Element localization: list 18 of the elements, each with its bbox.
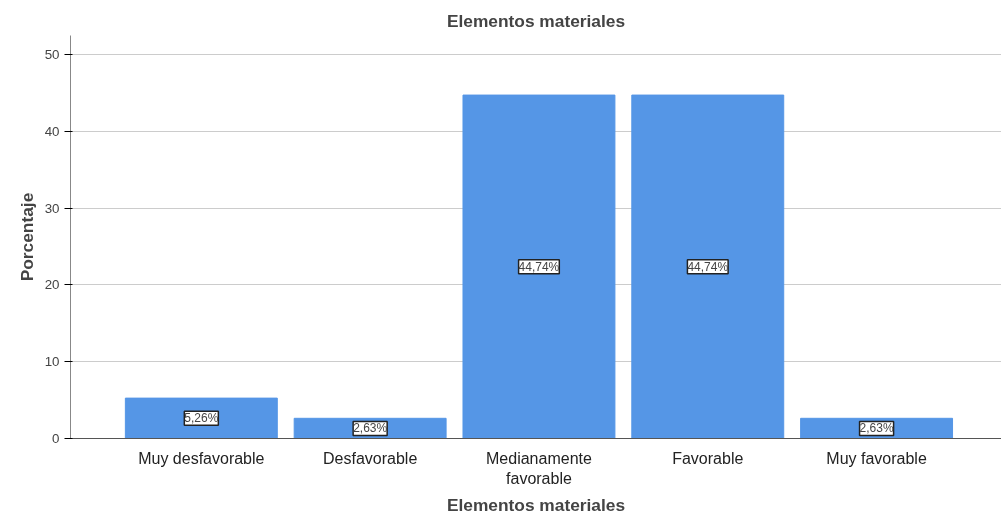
x-tick-label: Favorable [672, 449, 744, 467]
bar [631, 94, 785, 439]
bar [462, 94, 616, 439]
x-tick-label: Medianamente favorable [486, 449, 592, 487]
y-tick-label: 50 [44, 47, 60, 63]
y-tick-label: 0 [52, 431, 60, 446]
y-tick-label: 20 [44, 277, 60, 293]
data-label: 5,26% [184, 411, 219, 426]
y-tick-label: 10 [44, 354, 60, 370]
x-tick-label: Desfavorable [323, 449, 418, 467]
x-axis-title: Elementos materiales [446, 494, 626, 515]
chart-title: Elementos materiales [446, 10, 626, 31]
bar [124, 397, 278, 439]
x-tick-label: Muy favorable [826, 449, 927, 467]
x-tick-label: Muy desfavorable [138, 449, 265, 467]
y-tick-label: 30 [44, 200, 60, 216]
y-tick-label: 40 [44, 123, 60, 139]
y-axis-title: Porcentaje [16, 192, 37, 282]
